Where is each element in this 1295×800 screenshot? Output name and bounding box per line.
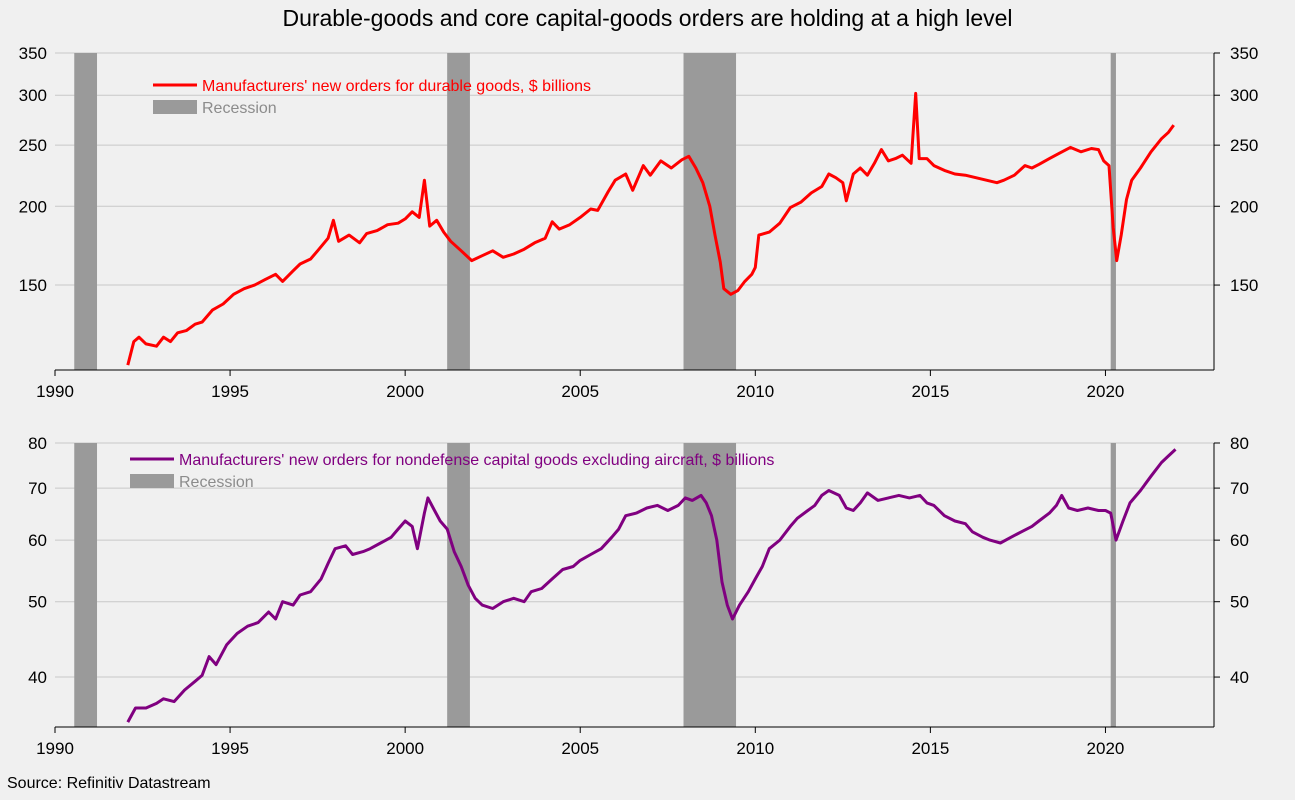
x-tick-label: 1995 <box>211 739 249 758</box>
x-tick-label: 2010 <box>736 739 774 758</box>
y-tick-label-right: 60 <box>1230 531 1249 550</box>
y-tick-label-right: 200 <box>1230 197 1258 216</box>
y-tick-label-left: 40 <box>28 668 47 687</box>
x-tick-label: 2015 <box>911 739 949 758</box>
y-tick-label-right: 150 <box>1230 276 1258 295</box>
y-tick-label-left: 250 <box>19 136 47 155</box>
y-tick-label-right: 50 <box>1230 593 1249 612</box>
recession-bar <box>683 443 737 727</box>
chart-title: Durable-goods and core capital-goods ord… <box>282 5 1013 31</box>
y-tick-label-right: 250 <box>1230 136 1258 155</box>
legend-swatch-recession <box>130 474 174 488</box>
y-tick-label-right: 300 <box>1230 86 1258 105</box>
x-tick-label: 2020 <box>1087 382 1125 401</box>
y-tick-label-left: 350 <box>19 44 47 63</box>
x-tick-label: 2005 <box>561 382 599 401</box>
legend-label: Manufacturers' new orders for durable go… <box>202 78 591 95</box>
x-tick-label: 1990 <box>36 382 74 401</box>
x-tick-label: 2000 <box>386 382 424 401</box>
recession-bar <box>1110 443 1116 727</box>
source-note: Source: Refinitiv Datastream <box>7 775 211 792</box>
recession-bar <box>447 53 470 370</box>
legend-label: Recession <box>179 474 254 491</box>
recession-bar <box>447 443 470 727</box>
y-tick-label-right: 40 <box>1230 668 1249 687</box>
x-tick-label: 2015 <box>911 382 949 401</box>
legend-label: Recession <box>202 100 277 117</box>
y-tick-label-left: 80 <box>28 434 47 453</box>
y-tick-label-left: 70 <box>28 479 47 498</box>
x-tick-label: 1995 <box>211 382 249 401</box>
chart-panel-2: 1990 1995 2000 2005 2010 2015 2020 40 40 50 50 60 60… <box>28 434 1249 758</box>
y-tick-label-right: 350 <box>1230 44 1258 63</box>
y-tick-label-left: 200 <box>19 197 47 216</box>
legend-label: Manufacturers' new orders for nondefense… <box>179 452 774 469</box>
x-tick-label: 2010 <box>736 382 774 401</box>
y-tick-label-left: 60 <box>28 531 47 550</box>
y-tick-label-left: 150 <box>19 276 47 295</box>
x-tick-label: 2020 <box>1087 739 1125 758</box>
x-tick-label: 2000 <box>386 739 424 758</box>
y-tick-label-left: 50 <box>28 593 47 612</box>
y-tick-label-left: 300 <box>19 86 47 105</box>
x-tick-label: 1990 <box>36 739 74 758</box>
y-tick-label-right: 80 <box>1230 434 1249 453</box>
legend-swatch-recession <box>153 100 197 114</box>
x-tick-label: 2005 <box>561 739 599 758</box>
series-line <box>126 448 1177 723</box>
recession-bar <box>74 443 98 727</box>
recession-bar <box>74 53 98 370</box>
y-tick-label-right: 70 <box>1230 479 1249 498</box>
series-line <box>126 91 1175 366</box>
chart-panel-1: 1990 1995 2000 2005 2010 2015 2020 150 150 200 200… <box>19 44 1259 401</box>
